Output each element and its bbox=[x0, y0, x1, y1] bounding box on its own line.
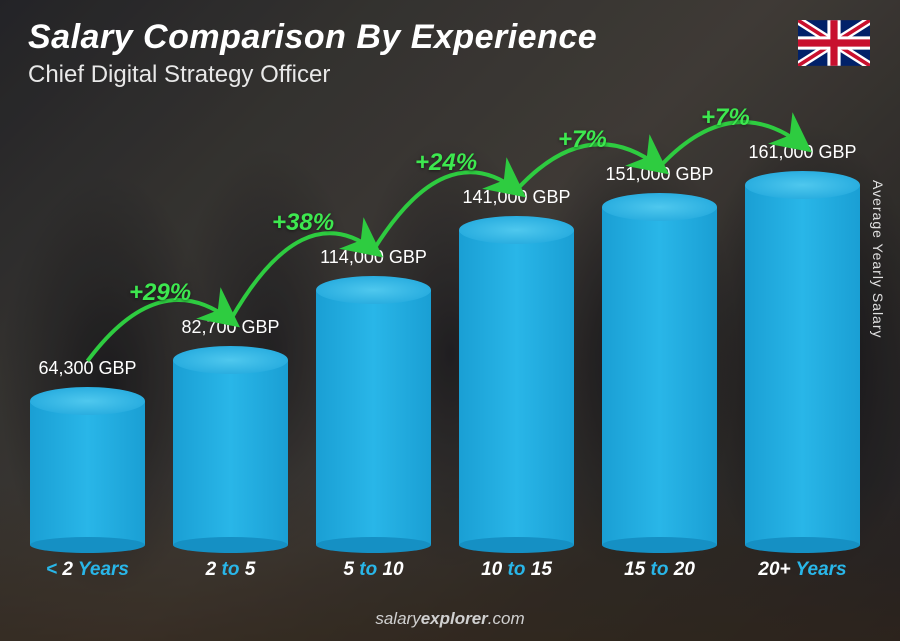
bar bbox=[459, 230, 574, 545]
x-axis-labels: < 2 Years 2 to 5 5 to 10 10 to 15 15 to 20 20… bbox=[30, 559, 860, 581]
bar-group: 114,000 GBP bbox=[316, 290, 431, 545]
x-label: < 2 Years bbox=[30, 559, 145, 581]
bar-top bbox=[30, 387, 145, 415]
delta-pct: +7% bbox=[701, 104, 750, 132]
value-label: 82,700 GBP bbox=[161, 317, 301, 338]
bars-container: 64,300 GBP 82,700 GBP 114,000 GBP 141,00… bbox=[30, 145, 860, 545]
x-label: 10 to 15 bbox=[459, 559, 574, 581]
value-label: 141,000 GBP bbox=[447, 187, 587, 208]
x-label: 20+ Years bbox=[745, 559, 860, 581]
value-label: 64,300 GBP bbox=[18, 358, 158, 379]
bar-group: 141,000 GBP bbox=[459, 230, 574, 545]
x-label: 15 to 20 bbox=[602, 559, 717, 581]
bar-top bbox=[459, 216, 574, 244]
x-label: 5 to 10 bbox=[316, 559, 431, 581]
bar-front bbox=[316, 290, 431, 545]
bar-top bbox=[316, 276, 431, 304]
bar bbox=[30, 401, 145, 545]
salary-chart: 64,300 GBP 82,700 GBP 114,000 GBP 141,00… bbox=[30, 120, 860, 581]
delta-pct: +38% bbox=[272, 209, 334, 237]
bar-bottom bbox=[173, 537, 288, 553]
brand-bold: explorer bbox=[421, 609, 488, 628]
bar-top bbox=[602, 193, 717, 221]
delta-pct: +29% bbox=[129, 279, 191, 307]
bar-bottom bbox=[30, 537, 145, 553]
footer-brand: salaryexplorer.com bbox=[0, 609, 900, 629]
bar-front bbox=[30, 401, 145, 545]
brand-suffix: .com bbox=[488, 609, 525, 628]
bar-front bbox=[173, 360, 288, 545]
brand-prefix: salary bbox=[375, 609, 420, 628]
bar bbox=[173, 360, 288, 545]
bar-front bbox=[745, 185, 860, 545]
bar-top bbox=[173, 346, 288, 374]
flag-icon bbox=[798, 20, 870, 66]
value-label: 114,000 GBP bbox=[304, 247, 444, 268]
bar-group: 161,000 GBP bbox=[745, 185, 860, 545]
bar-group: 151,000 GBP bbox=[602, 207, 717, 545]
bar-bottom bbox=[316, 537, 431, 553]
bar-front bbox=[459, 230, 574, 545]
page-subtitle: Chief Digital Strategy Officer bbox=[28, 61, 872, 89]
delta-pct: +24% bbox=[415, 149, 477, 177]
bar bbox=[316, 290, 431, 545]
bar-bottom bbox=[459, 537, 574, 553]
page-title: Salary Comparison By Experience bbox=[28, 18, 872, 57]
delta-pct: +7% bbox=[558, 126, 607, 154]
y-axis-label: Average Yearly Salary bbox=[870, 180, 886, 339]
value-label: 151,000 GBP bbox=[590, 164, 730, 185]
x-label: 2 to 5 bbox=[173, 559, 288, 581]
bar bbox=[602, 207, 717, 545]
value-label: 161,000 GBP bbox=[733, 142, 873, 163]
bar-top bbox=[745, 171, 860, 199]
bar-bottom bbox=[602, 537, 717, 553]
bar-bottom bbox=[745, 537, 860, 553]
bar-group: 82,700 GBP bbox=[173, 360, 288, 545]
bar bbox=[745, 185, 860, 545]
bar-front bbox=[602, 207, 717, 545]
header: Salary Comparison By Experience Chief Di… bbox=[28, 18, 872, 89]
bar-group: 64,300 GBP bbox=[30, 401, 145, 545]
